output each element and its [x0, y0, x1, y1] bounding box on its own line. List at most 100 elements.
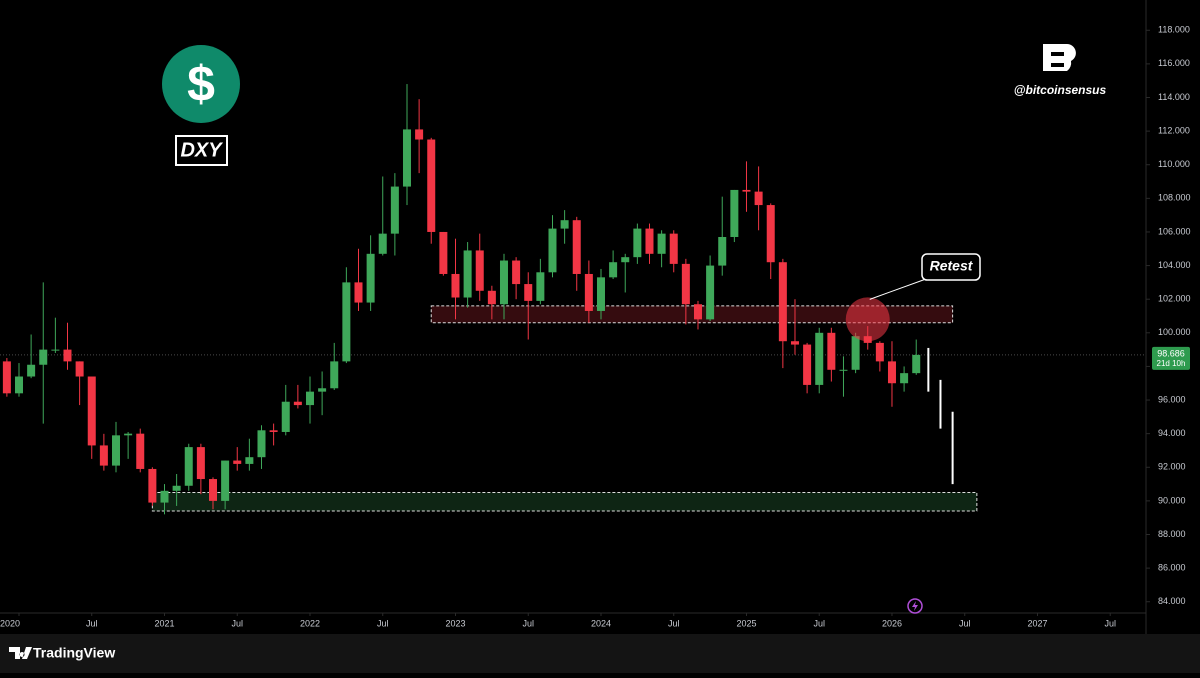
y-tick-label: 104.000 — [1158, 260, 1191, 270]
price-label: 98.686 — [1157, 348, 1185, 358]
y-tick-label: 100.000 — [1158, 327, 1191, 337]
candle-body — [184, 447, 193, 486]
candle-body — [402, 129, 411, 187]
candle-body — [730, 189, 739, 237]
candle-body — [851, 336, 860, 370]
y-tick-label: 88.000 — [1158, 529, 1186, 539]
alert-icon[interactable] — [907, 598, 923, 614]
candle-body — [900, 373, 909, 384]
dxy-symbol: $ — [187, 56, 215, 112]
y-tick-label: 92.000 — [1158, 462, 1186, 472]
plot-area: Retest — [0, 84, 1146, 515]
candle-body — [148, 468, 157, 503]
handle: @bitcoinsensus — [1014, 83, 1107, 97]
candle-body — [669, 233, 678, 264]
x-tick-label: 2027 — [1027, 618, 1047, 628]
candle-body — [839, 369, 848, 371]
candle-body — [330, 361, 339, 389]
y-tick-label: 116.000 — [1158, 58, 1190, 68]
candle-body — [560, 220, 569, 229]
y-tick-label: 86.000 — [1158, 563, 1186, 573]
candle-body — [827, 332, 836, 370]
candle-body — [572, 220, 581, 274]
candle-body — [548, 228, 557, 273]
zone — [430, 305, 954, 324]
candle-body — [645, 228, 654, 254]
x-tick-label: 2025 — [736, 618, 756, 628]
candle-body — [233, 460, 242, 464]
candle-body — [487, 290, 496, 305]
zone — [151, 491, 978, 512]
candle-body — [269, 430, 278, 432]
candle-body — [172, 485, 181, 491]
candle-body — [742, 189, 751, 192]
candle-body — [281, 401, 290, 432]
candle-body — [657, 233, 666, 254]
y-tick-label: 90.000 — [1158, 495, 1186, 505]
candle-body — [305, 391, 314, 406]
countdown: 21d 10h — [1157, 359, 1186, 368]
candle-body — [475, 250, 484, 291]
retest-box — [921, 253, 981, 281]
x-tick-label: Jul — [668, 618, 680, 628]
candle-body — [536, 272, 545, 301]
candle-body — [27, 364, 36, 377]
tv-logo — [9, 647, 32, 659]
candle-body — [427, 139, 436, 232]
x-tick-label: 2020 — [0, 618, 20, 628]
candle-body — [887, 361, 896, 384]
candle-body — [754, 191, 763, 206]
x-tick-label: 2021 — [154, 618, 174, 628]
candle-body — [609, 262, 618, 278]
candle-body — [512, 260, 521, 285]
candle-body — [136, 433, 145, 469]
ticker: DXY — [180, 139, 223, 161]
candle-body — [790, 341, 799, 345]
candle-body — [221, 460, 230, 501]
candle-body — [63, 349, 72, 362]
x-tick-label: 2026 — [882, 618, 902, 628]
footer — [0, 634, 1200, 673]
y-tick-label: 102.000 — [1158, 294, 1191, 304]
candle-body — [439, 231, 448, 274]
candle-body — [366, 253, 375, 303]
x-tick-label: Jul — [959, 618, 971, 628]
candle-body — [2, 361, 11, 394]
y-tick-label: 118.000 — [1158, 25, 1190, 35]
candle-body — [124, 433, 133, 436]
y-tick-label: 114.000 — [1158, 92, 1190, 102]
candle-body — [87, 376, 96, 446]
candle-body — [803, 344, 812, 385]
candle-body — [718, 237, 727, 266]
candle-body — [196, 447, 205, 480]
candle-body — [245, 457, 254, 464]
candle-body — [257, 430, 266, 458]
candle-body — [208, 479, 217, 501]
candle-body — [706, 265, 715, 320]
candle-body — [293, 401, 302, 406]
candle-body — [451, 273, 460, 298]
candle-body — [524, 284, 533, 301]
candle-body — [415, 129, 424, 140]
retest-marker — [845, 297, 890, 342]
candle-body — [621, 257, 630, 263]
candle-body — [99, 445, 108, 466]
x-tick-label: Jul — [377, 618, 389, 628]
candle-body — [912, 354, 921, 374]
y-tick-label: 94.000 — [1158, 428, 1186, 438]
candle-body — [39, 349, 48, 365]
candle-body — [681, 263, 690, 305]
x-tick-label: Jul — [813, 618, 825, 628]
y-tick-label: 96.000 — [1158, 394, 1186, 404]
x-tick-label: Jul — [1104, 618, 1116, 628]
y-tick-label: 84.000 — [1158, 596, 1186, 606]
brand-logo — [1043, 44, 1076, 71]
x-tick-label: Jul — [522, 618, 534, 628]
candle-body — [693, 304, 702, 320]
price-label-box — [1152, 346, 1190, 370]
x-tick-label: 2023 — [445, 618, 465, 628]
y-tick-label: 112.000 — [1158, 125, 1190, 135]
candle-body — [354, 282, 363, 303]
candle-body — [499, 260, 508, 305]
